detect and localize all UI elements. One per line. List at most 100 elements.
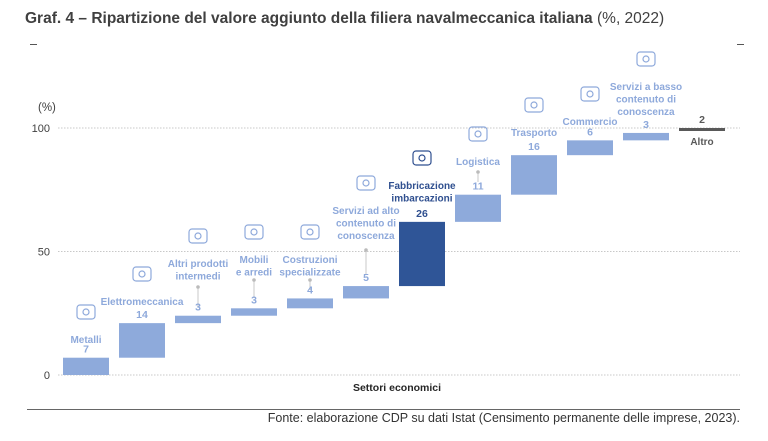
leader-dot bbox=[308, 278, 312, 282]
icon-shape bbox=[642, 55, 650, 63]
category-label: Altri prodotti bbox=[168, 259, 229, 270]
leader-dot bbox=[364, 248, 368, 252]
bar-group-5 bbox=[287, 224, 333, 309]
category-label: Altro bbox=[690, 137, 713, 148]
bar-group-1 bbox=[63, 304, 109, 375]
category-label: intermedi bbox=[175, 272, 220, 283]
crane-icon bbox=[300, 224, 320, 240]
category-label: Costruzioni bbox=[283, 255, 338, 266]
category-label: Commercio bbox=[562, 117, 617, 128]
cargo-ship-icon bbox=[524, 97, 544, 113]
bar bbox=[567, 140, 613, 156]
bar-group-8 bbox=[455, 126, 501, 222]
category-label: Trasporto bbox=[511, 128, 557, 139]
category-label: Servizi ad alto bbox=[332, 206, 399, 217]
bar-group-10 bbox=[567, 86, 613, 156]
bar-group-9 bbox=[511, 97, 557, 195]
value-label: 6 bbox=[587, 126, 593, 138]
furniture-icon bbox=[244, 224, 264, 240]
value-label: 5 bbox=[363, 272, 369, 284]
bar-group-3 bbox=[175, 228, 221, 324]
value-label: 4 bbox=[307, 284, 313, 296]
source-note: Fonte: elaborazione CDP su dati Istat (C… bbox=[267, 411, 740, 425]
icon-shape bbox=[412, 150, 432, 166]
bar bbox=[511, 155, 557, 195]
icon-shape bbox=[636, 51, 656, 67]
y-tick-label: 50 bbox=[38, 247, 50, 259]
bar bbox=[679, 128, 725, 131]
icon-shape bbox=[418, 154, 426, 162]
category-label: imbarcazioni bbox=[391, 194, 452, 205]
bar bbox=[231, 308, 277, 316]
icon-shape bbox=[524, 97, 544, 113]
leader-dot bbox=[196, 285, 200, 289]
icon-shape bbox=[586, 90, 594, 98]
category-label: contenuto di bbox=[616, 95, 676, 106]
icon-shape bbox=[356, 175, 376, 191]
value-label: 3 bbox=[251, 294, 257, 306]
category-label: Logistica bbox=[456, 157, 500, 168]
bar-group-11 bbox=[623, 51, 669, 141]
value-label: 26 bbox=[416, 208, 428, 220]
leader-dot bbox=[252, 278, 256, 282]
bar bbox=[343, 286, 389, 299]
category-label: specializzate bbox=[279, 268, 341, 279]
leader-dot bbox=[476, 170, 480, 174]
icon-shape bbox=[306, 228, 314, 236]
category-label: e arredi bbox=[236, 268, 272, 279]
chart-title: Graf. 4 – Ripartizione del valore aggiun… bbox=[25, 10, 664, 28]
bar bbox=[623, 132, 669, 141]
bar-group-4 bbox=[231, 224, 277, 316]
category-label: Mobili bbox=[240, 255, 269, 266]
icon-shape bbox=[188, 228, 208, 244]
icon-shape bbox=[244, 224, 264, 240]
icon-shape bbox=[474, 130, 482, 138]
title-main: Graf. 4 – Ripartizione del valore aggiun… bbox=[25, 10, 593, 27]
category-label: contenuto di bbox=[336, 219, 396, 230]
title-sub: (%, 2022) bbox=[592, 10, 665, 27]
bar-group-7 bbox=[399, 150, 445, 287]
y-tick-label: 0 bbox=[44, 370, 50, 382]
value-label: 3 bbox=[195, 302, 201, 314]
decorative-dash bbox=[30, 44, 37, 45]
y-axis-label: (%) bbox=[38, 102, 56, 114]
bar bbox=[175, 315, 221, 324]
hand-truck-icon bbox=[468, 126, 488, 142]
value-label: 16 bbox=[528, 141, 540, 153]
icon-shape bbox=[530, 101, 538, 109]
icon-shape bbox=[132, 266, 152, 282]
decorative-dash bbox=[737, 44, 744, 45]
ship-sailboat-icon bbox=[412, 150, 432, 166]
y-tick-label: 100 bbox=[32, 123, 50, 135]
category-label: Elettromeccanica bbox=[101, 297, 184, 308]
icon-shape bbox=[250, 228, 258, 236]
icon-shape bbox=[76, 304, 96, 320]
robot-arm-antenna-icon bbox=[132, 266, 152, 282]
bar bbox=[455, 194, 501, 222]
bar-group-6 bbox=[343, 175, 389, 299]
category-label: Servizi a basso bbox=[610, 82, 682, 93]
category-label: conoscenza bbox=[337, 231, 395, 242]
headset-person-icon bbox=[636, 51, 656, 67]
value-label: 14 bbox=[136, 309, 148, 321]
category-label: conoscenza bbox=[617, 107, 675, 118]
bar bbox=[287, 298, 333, 309]
icon-shape bbox=[138, 270, 146, 278]
icon-shape bbox=[194, 232, 202, 240]
category-label: Metalli bbox=[70, 335, 101, 346]
handshake-icon bbox=[580, 86, 600, 102]
bar-group-2 bbox=[119, 266, 165, 358]
footer-divider bbox=[27, 409, 740, 410]
icon-shape bbox=[300, 224, 320, 240]
gears-icon bbox=[188, 228, 208, 244]
icon-shape bbox=[362, 179, 370, 187]
bar bbox=[399, 221, 445, 287]
x-axis-label: Settori economici bbox=[353, 382, 441, 394]
icon-shape bbox=[82, 308, 90, 316]
icon-shape bbox=[468, 126, 488, 142]
bar-group-12 bbox=[679, 128, 725, 131]
value-label: 11 bbox=[472, 181, 483, 193]
value-label: 3 bbox=[643, 119, 649, 131]
value-label: 2 bbox=[699, 114, 705, 126]
